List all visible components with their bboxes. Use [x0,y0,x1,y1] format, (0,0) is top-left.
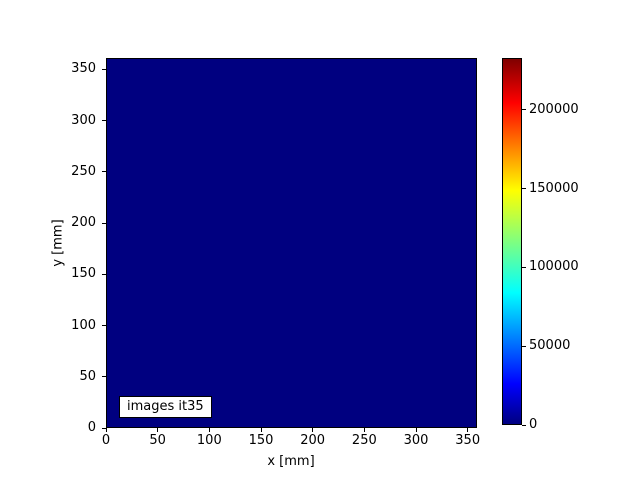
y-tick-mark [102,171,106,173]
x-tick-mark [312,428,314,432]
y-tick-mark [102,325,106,326]
colorbar-tick-label: 0 [529,417,538,432]
colorbar-tick-label: 150000 [529,180,579,196]
y-tick-mark [102,68,106,70]
y-tick-label: 250 [71,163,96,179]
x-tick-label: 300 [403,433,429,448]
x-tick-mark [157,428,159,432]
x-tick-mark [415,428,417,432]
x-tick-label: 350 [455,433,481,448]
x-axis-label: x [mm] [267,454,315,469]
x-tick-label: 50 [149,433,166,448]
colorbar-tick-label: 50000 [529,338,571,354]
colorbar-tick-mark [522,266,526,268]
y-tick-label: 50 [79,368,96,384]
annotation-label: images it35 [127,399,204,414]
colorbar [502,58,522,425]
y-tick-label: 350 [71,61,96,77]
colorbar-tick-mark [522,424,526,426]
y-tick-label: 300 [71,112,96,128]
y-tick-label: 100 [71,317,96,333]
colorbar-tick-label: 200000 [529,101,579,117]
colorbar-tick-mark [522,345,526,347]
y-tick-mark [102,222,106,224]
y-tick-mark [102,273,106,275]
y-tick-label: 150 [71,266,96,282]
y-tick-label: 200 [71,215,96,230]
x-tick-mark [208,428,210,432]
colorbar-tick-label: 100000 [529,259,579,275]
x-tick-label: 100 [196,433,222,448]
colorbar-tick-mark [522,109,526,111]
y-tick-mark [102,376,106,378]
heatmap-plot-area: images it35 [106,58,477,428]
x-tick-label: 250 [351,433,377,448]
x-tick-label: 200 [300,433,326,448]
y-tick-label: 0 [87,420,96,435]
x-tick-mark [363,428,365,432]
x-tick-label: 150 [248,433,274,448]
y-tick-mark [102,120,106,122]
x-tick-label: 0 [101,433,111,448]
annotation-box: images it35 [119,396,212,418]
x-tick-mark [105,428,107,432]
x-tick-mark [260,428,262,432]
colorbar-tick-mark [522,188,526,190]
x-tick-mark [467,428,469,432]
y-tick-mark [102,427,106,429]
